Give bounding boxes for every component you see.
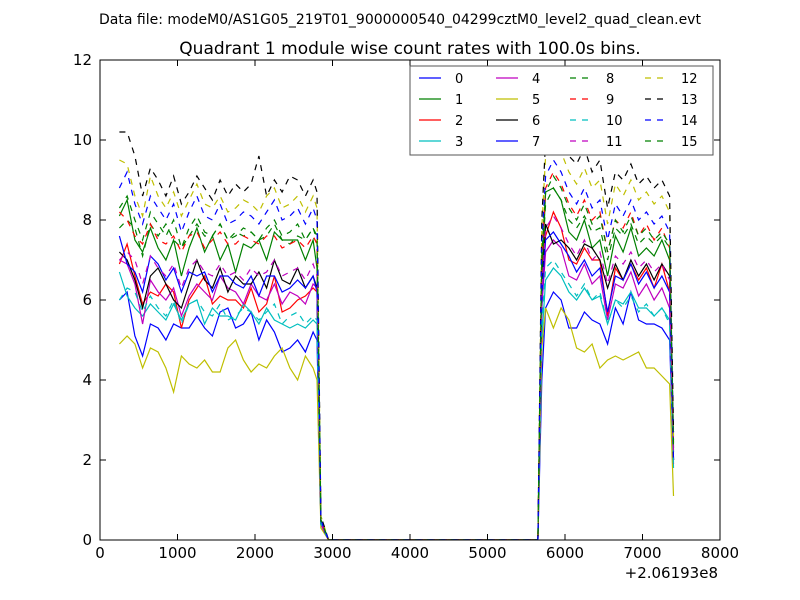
x-tick-label: 1000 (158, 544, 196, 562)
y-tick-label: 12 (73, 51, 92, 69)
y-tick-label: 10 (73, 131, 92, 149)
series-line-0 (118, 289, 675, 540)
legend-label-7: 7 (532, 135, 540, 150)
series-line-15 (118, 174, 675, 540)
legend-label-0: 0 (455, 72, 463, 87)
series-line-4 (119, 239, 675, 540)
x-tick-label: 6000 (546, 544, 584, 562)
y-tick-label: 4 (82, 371, 92, 389)
series-line-5 (118, 306, 675, 540)
legend-label-14: 14 (681, 114, 698, 129)
x-offset-label: +2.06193e8 (625, 564, 718, 582)
legend-label-11: 11 (606, 135, 623, 150)
series-line-7 (118, 231, 675, 540)
x-tick-label: 4000 (391, 544, 429, 562)
series-line-12 (119, 138, 675, 540)
y-tick-label: 2 (82, 451, 92, 469)
x-tick-label: 8000 (701, 544, 739, 562)
legend-label-5: 5 (532, 93, 540, 108)
legend-label-12: 12 (681, 72, 698, 87)
legend-label-8: 8 (606, 72, 614, 87)
series-line-1 (118, 187, 675, 540)
series-line-2 (118, 210, 675, 540)
y-tick-label: 0 (82, 531, 92, 549)
y-tick-label: 6 (82, 291, 92, 309)
chart-suptitle: Data file: modeM0/AS1G05_219T01_90000005… (99, 12, 701, 28)
y-tick-label: 8 (82, 211, 92, 229)
legend-label-1: 1 (455, 93, 463, 108)
series-line-11 (118, 214, 675, 540)
legend-label-10: 10 (606, 114, 623, 129)
x-axis: 0 1000 2000 3000 4000 5000 6000 7000 8000 (95, 60, 739, 562)
legend-label-3: 3 (455, 135, 463, 150)
series-line-14 (118, 158, 675, 540)
legend-label-13: 13 (681, 93, 698, 108)
series-line-10 (118, 259, 675, 540)
legend-label-4: 4 (532, 72, 540, 87)
legend-label-9: 9 (606, 93, 614, 108)
legend-label-2: 2 (455, 114, 463, 129)
x-tick-label: 5000 (468, 544, 506, 562)
legend-label-6: 6 (532, 114, 540, 129)
series-layer (118, 122, 675, 540)
series-line-13 (119, 122, 675, 540)
x-tick-label: 2000 (236, 544, 274, 562)
chart-title: Quadrant 1 module wise count rates with … (179, 39, 640, 59)
x-tick-label: 0 (95, 544, 105, 562)
x-tick-label: 3000 (313, 544, 351, 562)
legend-label-15: 15 (681, 135, 698, 150)
x-tick-label: 7000 (623, 544, 661, 562)
legend-frame (409, 65, 714, 156)
